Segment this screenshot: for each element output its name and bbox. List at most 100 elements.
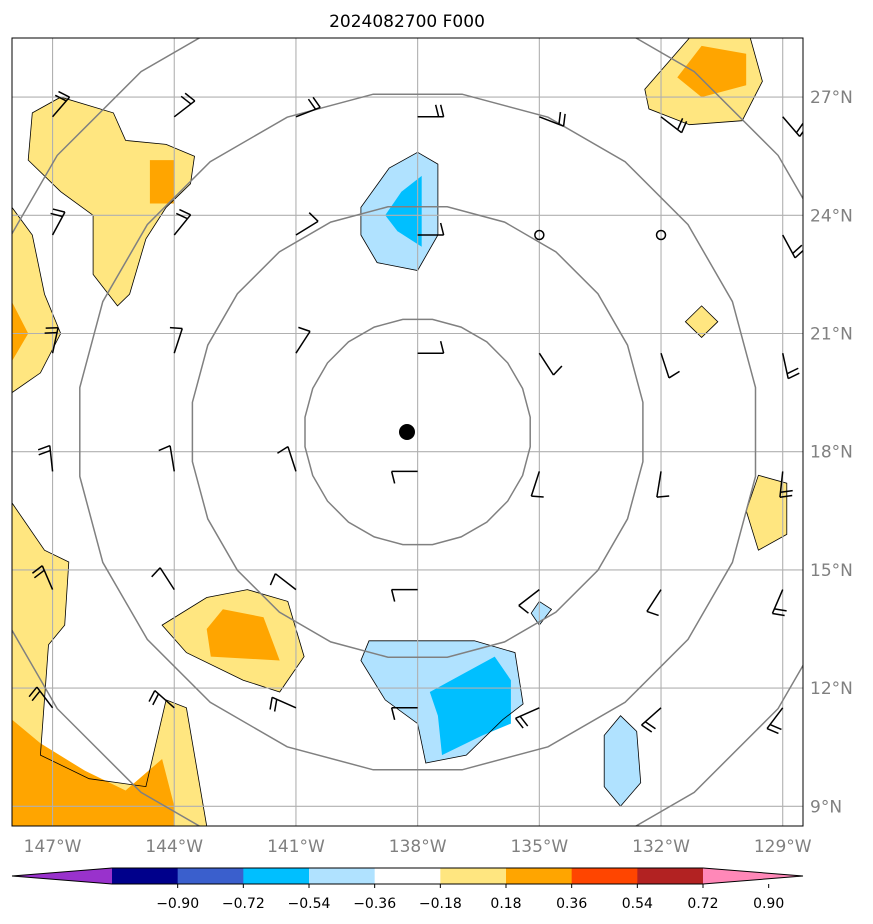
colorbar-segment-8 [637,868,704,884]
wind-barb-11 [534,229,545,241]
wind-barb-35 [28,686,54,709]
shaded-region-9 [206,609,280,661]
shaded-region-2 [12,207,61,393]
shaded-region-6 [685,305,718,338]
shaded-region-7 [746,475,787,551]
wind-barb-9 [295,212,319,236]
wind-barb-1 [173,92,196,118]
colorbar-segment-0 [112,868,179,884]
colorbar-segment-2 [243,868,310,884]
lat-tick-1: 12°N [810,679,853,699]
colorbar-tick-0: −0.90 [156,896,199,912]
lat-tick-3: 18°N [810,443,853,463]
wind-barb-2 [295,96,321,118]
colorbar-segment-6 [506,868,573,884]
wind-barb-20 [781,353,800,380]
region-outline-10 [12,502,208,826]
wind-barb-28 [31,565,54,590]
plot-area [12,38,803,826]
colorbar-tick-8: 0.72 [687,896,718,912]
region-outline-0 [27,96,195,307]
wind-barb-38 [390,707,418,720]
lat-tick-4: 21°N [810,325,853,345]
wind-barb-33 [646,589,662,617]
contour-circle-1 [191,206,644,658]
wind-barb-16 [295,326,311,354]
lon-tick-1: 144°W [145,837,203,857]
region-outline-4 [644,38,763,126]
lat-tick-labels: 9°N 12°N 15°N 18°N 21°N 24°N 27°N [810,88,853,817]
wind-barb-15 [169,326,183,354]
wind-barb-10 [417,222,445,236]
wind-barbs [28,90,803,735]
colorbar-tick-2: −0.54 [288,896,331,912]
lon-tick-0: 147°W [24,837,82,857]
colorbar-tick-5: 0.18 [490,896,521,912]
wind-barb-32 [518,589,540,614]
wind-barb-8 [173,208,192,236]
wind-barb-41 [766,707,784,735]
lat-tick-0: 9°N [810,797,842,817]
shaded-region-10 [12,502,207,826]
wind-barb-29 [151,567,175,591]
region-outline-12 [360,151,439,271]
wind-barb-40 [641,707,662,733]
wind-barb-39 [514,707,540,729]
colorbar-extend-low [12,868,112,884]
wind-barb-3 [417,104,445,118]
colorbar: −0.90 −0.72 −0.54 −0.36 −0.18 0.18 0.36 0.54 0.7… [11,867,804,912]
contour-circle-0 [304,318,531,546]
region-outline-14 [360,640,524,764]
colorbar-segment-7 [571,868,638,884]
wind-barb-12 [655,229,667,241]
contour-circles [12,38,803,826]
colorbar-tick-1: −0.72 [222,896,265,912]
contour-circle-2 [79,93,757,771]
region-outline-6 [684,305,719,338]
wind-barb-25 [530,471,544,498]
wind-barb-19 [660,352,680,379]
wind-barb-21 [37,444,54,472]
colorbar-segment-1 [177,868,244,884]
lat-tick-6: 27°N [810,88,853,108]
lon-tick-2: 141°W [267,837,325,857]
shaded-region-13 [385,175,422,247]
lon-tick-3: 138°W [389,837,447,857]
colorbar-segment-3 [309,868,376,884]
colorbar-segment-4 [374,868,441,884]
shaded-region-5 [677,45,747,98]
plot-frame [11,37,804,827]
colorbar-extend-high [703,868,803,884]
wind-barb-23 [277,446,297,472]
wind-barb-27 [779,471,793,498]
wind-barb-22 [158,445,175,472]
wind-barb-18 [538,352,563,376]
shaded-region-3 [12,302,29,362]
shaded-region-16 [531,601,552,626]
wind-barb-0 [51,90,71,118]
wind-barb-5 [660,116,688,134]
wind-barb-7 [50,208,66,236]
lat-tick-5: 24°N [810,206,853,226]
colorbar-segment-5 [440,868,507,884]
center-marker [399,424,415,440]
shaded-region-15 [429,656,511,756]
wind-barb-13 [782,234,803,259]
shaded-region-1 [149,160,175,204]
wind-barb-37 [269,696,297,712]
colorbar-outline [11,867,804,885]
lon-tick-6: 129°W [754,837,812,857]
wind-barb-4 [539,111,566,127]
wind-barb-36 [148,690,175,709]
wind-barb-14 [44,327,59,354]
colorbar-tick-4: −0.18 [419,896,462,912]
wind-barb-24 [390,470,418,484]
wind-barb-31 [390,588,418,602]
colorbar-tick-3: −0.36 [353,896,396,912]
gridlines [12,38,803,826]
lon-tick-labels: 147°W 144°W 141°W 138°W 135°W 132°W 129°W [24,837,812,857]
colorbar-tick-9: 0.90 [753,896,784,912]
wind-barb-34 [771,589,787,617]
contour-circle-3 [12,38,803,826]
